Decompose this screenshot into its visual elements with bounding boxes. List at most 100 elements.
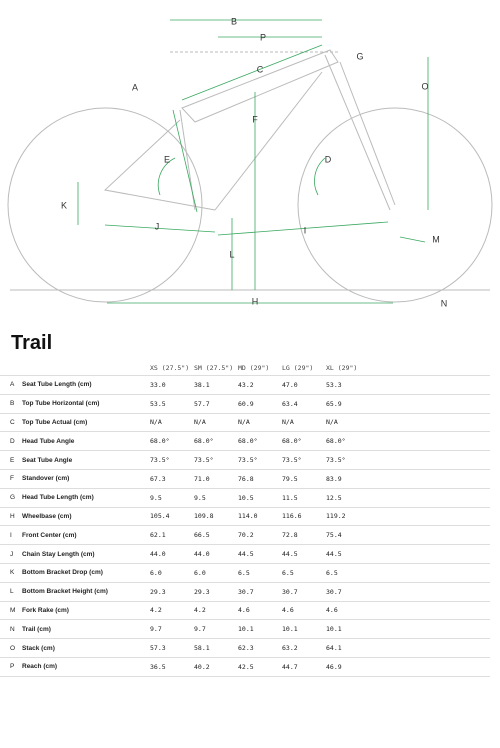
- cell-value: N/A: [238, 413, 282, 433]
- row-name: Front Center (cm): [22, 525, 150, 546]
- cell-value: 9.7: [194, 619, 238, 640]
- row-name: Bottom Bracket Height (cm): [22, 582, 150, 602]
- row-letter: N: [0, 619, 22, 640]
- row-letter: E: [0, 450, 22, 470]
- table-row: B Top Tube Horizontal (cm) 53.5 57.7 60.9 63.…: [0, 394, 490, 414]
- column-header: MD (29"): [238, 360, 282, 376]
- cell-value: 83.9: [326, 469, 490, 489]
- table-row: J Chain Stay Length (cm) 44.0 44.0 44.5 44.5 4…: [0, 544, 490, 564]
- row-name: Top Tube Horizontal (cm): [22, 394, 150, 414]
- cell-value: 57.7: [194, 394, 238, 414]
- row-letter: G: [0, 488, 22, 508]
- cell-value: 6.0: [150, 563, 194, 583]
- cell-value: 63.4: [282, 394, 326, 414]
- cell-value: 73.5°: [194, 450, 238, 470]
- row-name: Seat Tube Angle: [22, 450, 150, 470]
- cell-value: 105.4: [150, 507, 194, 527]
- cell-value: 46.9: [326, 657, 490, 677]
- cell-value: 43.2: [238, 375, 282, 395]
- row-name: Chain Stay Length (cm): [22, 544, 150, 564]
- cell-value: 4.2: [194, 601, 238, 621]
- cell-value: 73.5°: [150, 450, 194, 470]
- dimension-label: M: [432, 234, 440, 244]
- cell-value: 114.0: [238, 507, 282, 527]
- cell-value: 68.0°: [238, 431, 282, 452]
- title: Trail: [11, 332, 53, 354]
- row-letter: H: [0, 507, 22, 527]
- cell-value: 68.0°: [326, 431, 490, 452]
- row-name: Head Tube Angle: [22, 431, 150, 452]
- table-row: K Bottom Bracket Drop (cm) 6.0 6.0 6.5 6.5 6.5: [0, 563, 490, 583]
- cell-value: 63.2: [282, 638, 326, 658]
- cell-value: 10.5: [238, 488, 282, 508]
- cell-value: 44.0: [150, 544, 194, 564]
- cell-value: 29.3: [194, 582, 238, 602]
- dimension-label: B: [231, 16, 237, 26]
- cell-value: 53.5: [150, 394, 194, 414]
- table-row: H Wheelbase (cm) 105.4 109.8 114.0 116.6 119.2: [0, 507, 490, 527]
- cell-value: 9.5: [150, 488, 194, 508]
- cell-value: 60.9: [238, 394, 282, 414]
- cell-value: 68.0°: [194, 431, 238, 452]
- cell-value: 29.3: [150, 582, 194, 602]
- cell-value: 44.7: [282, 657, 326, 677]
- cell-value: 58.1: [194, 638, 238, 658]
- cell-value: 12.5: [326, 488, 490, 508]
- dimension-label: J: [155, 221, 160, 231]
- cell-value: 9.7: [150, 619, 194, 640]
- column-header: XL (29"): [326, 360, 490, 376]
- cell-value: 4.6: [326, 601, 490, 621]
- dimension-label: I: [304, 225, 307, 235]
- cell-value: 44.5: [282, 544, 326, 564]
- cell-value: 6.5: [282, 563, 326, 583]
- dimension-label: C: [257, 64, 264, 74]
- cell-value: 76.8: [238, 469, 282, 489]
- cell-value: 44.5: [326, 544, 490, 564]
- dimension-label: N: [441, 298, 448, 308]
- row-name: Top Tube Actual (cm): [22, 413, 150, 433]
- table-row: D Head Tube Angle 68.0° 68.0° 68.0° 68.0° 68.0…: [0, 431, 490, 452]
- table-row: A Seat Tube Length (cm) 33.0 38.1 43.2 47.0 53…: [0, 375, 490, 395]
- cell-value: 73.5°: [282, 450, 326, 470]
- row-letter: F: [0, 469, 22, 489]
- row-letter: D: [0, 431, 22, 452]
- geometry-diagram: B P C G O A F E D K J I M L H N: [7, 16, 493, 308]
- cell-value: 6.5: [238, 563, 282, 583]
- table-row: O Stack (cm) 57.3 58.1 62.3 63.2 64.1: [0, 638, 490, 658]
- dimension-label: H: [252, 296, 259, 306]
- cell-value: 119.2: [326, 507, 490, 527]
- cell-value: 71.0: [194, 469, 238, 489]
- cell-value: 42.5: [238, 657, 282, 677]
- dimension-label: G: [356, 51, 363, 61]
- row-letter: K: [0, 563, 22, 583]
- cell-value: 36.5: [150, 657, 194, 677]
- cell-value: 64.1: [326, 638, 490, 658]
- cell-value: 10.1: [326, 619, 490, 640]
- cell-value: 6.0: [194, 563, 238, 583]
- cell-value: 30.7: [238, 582, 282, 602]
- cell-value: 109.8: [194, 507, 238, 527]
- cell-value: N/A: [282, 413, 326, 433]
- dimension-label: E: [164, 154, 170, 164]
- cell-value: 79.5: [282, 469, 326, 489]
- cell-value: 40.2: [194, 657, 238, 677]
- cell-value: 67.3: [150, 469, 194, 489]
- cell-value: 53.3: [326, 375, 490, 395]
- table-row: E Seat Tube Angle 73.5° 73.5° 73.5° 73.5° 73.5…: [0, 450, 490, 470]
- table-row: L Bottom Bracket Height (cm) 29.3 29.3 30.7 3…: [0, 582, 490, 602]
- table-row: N Trail (cm) 9.7 9.7 10.1 10.1 10.1: [0, 619, 490, 640]
- dimension-label: O: [421, 81, 428, 91]
- row-letter: P: [0, 657, 22, 677]
- cell-value: 116.6: [282, 507, 326, 527]
- row-letter: O: [0, 638, 22, 658]
- table-row: F Standover (cm) 67.3 71.0 76.8 79.5 83.9: [0, 469, 490, 489]
- cell-value: 47.0: [282, 375, 326, 395]
- cell-value: N/A: [150, 413, 194, 433]
- column-header: SM (27.5"): [194, 360, 238, 376]
- column-header: XS (27.5"): [150, 360, 194, 376]
- column-header: LG (29"): [282, 360, 326, 376]
- cell-value: 4.2: [150, 601, 194, 621]
- row-name: Stack (cm): [22, 638, 150, 658]
- row-name: Standover (cm): [22, 469, 150, 489]
- cell-value: 62.3: [238, 638, 282, 658]
